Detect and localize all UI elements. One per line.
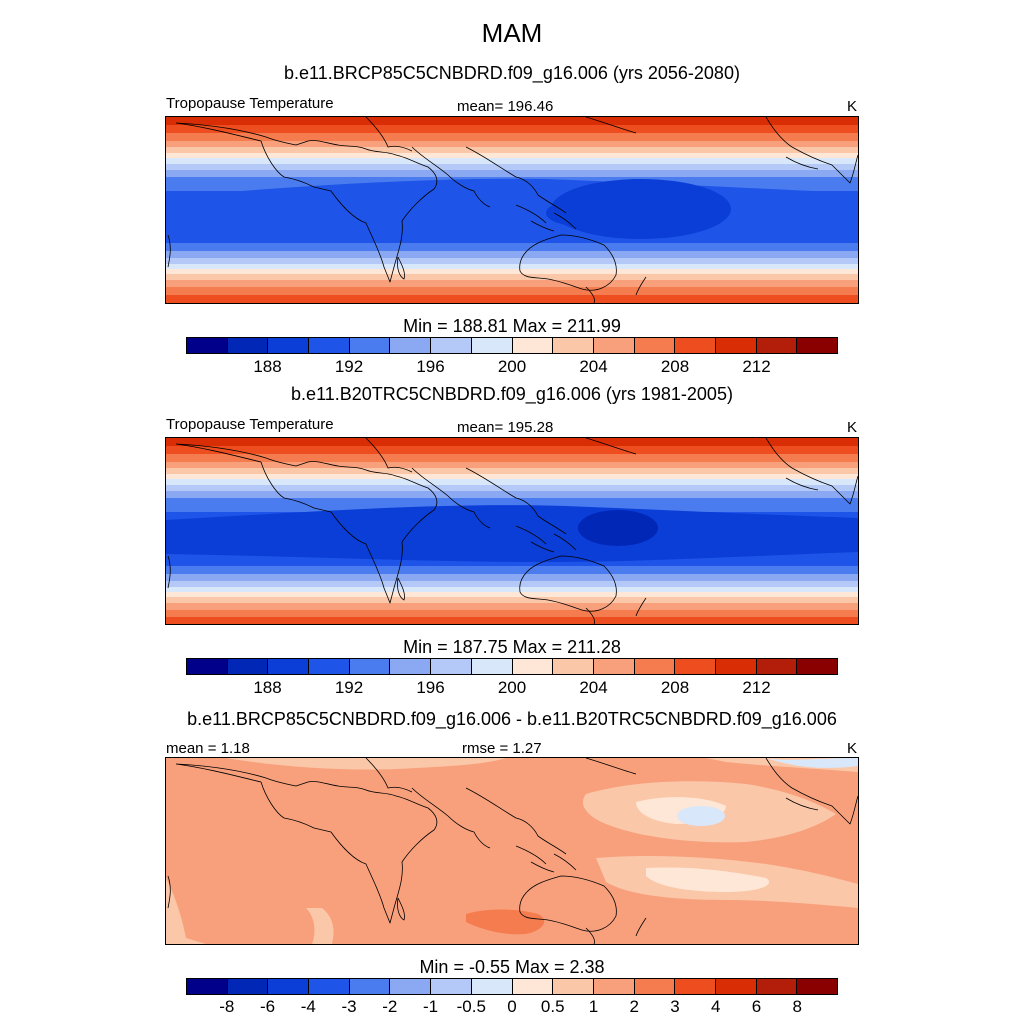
colorbar-tick-label: 204: [579, 678, 608, 697]
colorbar-tick-label: 0: [507, 997, 517, 1016]
panel-2-colorbar: [186, 658, 838, 675]
colorbar-swatch: [390, 338, 432, 353]
colorbar-tick-label: -6: [259, 997, 276, 1016]
panel-1-minmax: Min = 188.81 Max = 211.99: [403, 316, 621, 336]
colorbar-swatch: [431, 659, 472, 674]
colorbar-swatch: [634, 659, 676, 674]
colorbar-swatch: [553, 338, 594, 353]
colorbar-swatch: [268, 979, 310, 994]
panel-1-variable-label: Tropopause Temperature: [166, 95, 334, 112]
colorbar-swatch: [471, 338, 513, 353]
colorbar-swatch: [797, 338, 837, 353]
panel-1-subtitle: b.e11.BRCP85C5CNBDRD.f09_g16.006 (yrs 20…: [284, 63, 740, 83]
panel-2-units-label: K: [847, 419, 858, 436]
colorbar-tick-label: 212: [742, 678, 771, 697]
colorbar-swatch: [349, 659, 391, 674]
colorbar-swatch: [797, 659, 837, 674]
colorbar-swatch: [349, 338, 391, 353]
panel-3-map: [165, 757, 859, 945]
colorbar-swatch: [349, 979, 391, 994]
colorbar-swatch: [675, 979, 716, 994]
colorbar-tick-label: -2: [382, 997, 398, 1016]
panel-3-colorbar: [186, 978, 838, 995]
colorbar-swatch: [187, 979, 228, 994]
colorbar-swatch: [431, 979, 472, 994]
colorbar-tick-label: 3: [670, 997, 680, 1016]
colorbar-tick-label: 6: [751, 997, 762, 1016]
panel-2-subtitle: b.e11.B20TRC5CNBDRD.f09_g16.006 (yrs 198…: [291, 384, 733, 404]
panel-3-subtitle: b.e11.BRCP85C5CNBDRD.f09_g16.006 - b.e11…: [187, 709, 837, 729]
panel-2-map: [165, 437, 859, 625]
colorbar-tick-label: -3: [341, 997, 357, 1016]
colorbar-swatch: [756, 659, 798, 674]
colorbar-swatch: [715, 659, 757, 674]
colorbar-tick-label: 208: [660, 357, 690, 376]
colorbar-swatch: [187, 338, 228, 353]
colorbar-swatch: [431, 338, 472, 353]
colorbar-swatch: [512, 338, 554, 353]
colorbar-swatch: [268, 338, 310, 353]
colorbar-tick-label: 212: [742, 357, 771, 376]
panel-2-minmax: Min = 187.75 Max = 211.28: [403, 637, 621, 657]
colorbar-tick-label: 4: [711, 997, 721, 1016]
colorbar-swatch: [227, 338, 269, 353]
colorbar-tick-label: 192: [334, 678, 364, 697]
colorbar-tick-label: 204: [579, 357, 608, 376]
colorbar-tick-label: 200: [497, 678, 527, 697]
colorbar-swatch: [390, 659, 432, 674]
colorbar-swatch: [756, 338, 798, 353]
panel-1-map: [165, 116, 859, 304]
colorbar-swatch: [715, 338, 757, 353]
panel-2-mean-label: mean= 195.28: [457, 419, 554, 436]
colorbar-swatch: [675, 338, 716, 353]
colorbar-swatch: [309, 659, 350, 674]
colorbar-swatch: [512, 659, 554, 674]
colorbar-swatch: [309, 979, 350, 994]
colorbar-tick-label: -8: [219, 997, 235, 1016]
colorbar-swatch: [512, 979, 554, 994]
colorbar-swatch: [553, 979, 594, 994]
colorbar-swatch: [390, 979, 432, 994]
panel-3-minmax: Min = -0.55 Max = 2.38: [419, 957, 605, 977]
colorbar-swatch: [675, 659, 716, 674]
colorbar-swatch: [593, 659, 635, 674]
colorbar-tick-label: 196: [416, 357, 445, 376]
colorbar-tick-label: 208: [660, 678, 690, 697]
colorbar-tick-label: 2: [629, 997, 639, 1016]
colorbar-swatch: [553, 659, 594, 674]
panel-2-variable-label: Tropopause Temperature: [166, 416, 334, 433]
colorbar-tick-label: 188: [253, 678, 282, 697]
colorbar-swatch: [715, 979, 757, 994]
panel-3-mean-label: mean = 1.18: [166, 740, 250, 757]
colorbar-swatch: [309, 338, 350, 353]
figure-title: MAM: [481, 18, 543, 48]
panel-1-mean-label: mean= 196.46: [457, 98, 554, 115]
colorbar-tick-label: -0.5: [456, 997, 486, 1016]
colorbar-tick-label: -1: [422, 997, 439, 1016]
colorbar-swatch: [187, 659, 228, 674]
colorbar-swatch: [797, 979, 837, 994]
colorbar-swatch: [471, 979, 513, 994]
colorbar-tick-label: 8: [792, 997, 802, 1016]
colorbar-swatch: [471, 659, 513, 674]
colorbar-swatch: [634, 338, 676, 353]
colorbar-swatch: [593, 338, 635, 353]
colorbar-tick-label: 192: [334, 357, 364, 376]
colorbar-tick-label: 196: [416, 678, 445, 697]
colorbar-tick-label: 188: [253, 357, 282, 376]
panel-1-units-label: K: [847, 98, 858, 115]
colorbar-tick-label: 0.5: [540, 997, 565, 1016]
panel-1-colorbar: [186, 337, 838, 354]
colorbar-swatch: [227, 659, 269, 674]
colorbar-swatch: [227, 979, 269, 994]
colorbar-swatch: [593, 979, 635, 994]
colorbar-tick-label: 200: [497, 357, 527, 376]
colorbar-swatch: [634, 979, 676, 994]
colorbar-swatch: [756, 979, 798, 994]
colorbar-tick-label: -4: [300, 997, 316, 1016]
colorbar-swatch: [268, 659, 310, 674]
colorbar-tick-label: 1: [588, 997, 599, 1016]
panel-3-rmse-label: rmse = 1.27: [462, 740, 542, 757]
panel-3-units-label: K: [847, 740, 858, 757]
